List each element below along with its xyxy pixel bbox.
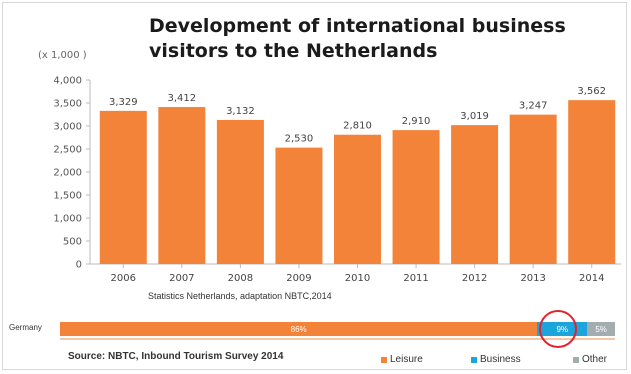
x-tick-label: 2012 <box>462 273 487 284</box>
y-tick-label: 1,500 <box>53 191 82 202</box>
bar-value-label: 3,132 <box>226 106 255 117</box>
bar-value-label: 3,019 <box>460 111 489 122</box>
y-tick-label: 0 <box>76 260 82 271</box>
x-tick-label: 2014 <box>579 273 604 284</box>
x-tick-label: 2009 <box>286 273 311 284</box>
source-citation: Source: NBTC, Inbound Tourism Survey 201… <box>68 351 284 362</box>
legend-label-other: Other <box>582 354 608 365</box>
legend-label-leisure: Leisure <box>390 354 423 365</box>
stacked-bar: 86% 9% 5% <box>60 322 615 336</box>
y-tick-label: 500 <box>63 237 82 248</box>
highlight-circle <box>539 310 577 348</box>
bar <box>568 100 616 264</box>
legend-item-leisure: Leisure <box>381 354 423 365</box>
x-tick-label: 2006 <box>111 273 136 284</box>
bar <box>99 110 147 264</box>
divider-line <box>60 338 615 340</box>
legend-swatch-other <box>573 356 579 363</box>
bar <box>275 147 323 264</box>
chart-source-note: Statistics Netherlands, adaptation NBTC,… <box>148 291 332 301</box>
bar-value-label: 2,810 <box>343 121 372 132</box>
bar-value-label: 3,329 <box>109 97 138 108</box>
bar-value-label: 2,910 <box>402 116 431 127</box>
legend-item-business: Business <box>471 354 521 365</box>
x-tick-label: 2008 <box>228 273 253 284</box>
bar <box>334 134 381 264</box>
stacked-segment-other: 5% <box>587 322 615 336</box>
bar <box>451 125 499 264</box>
legend-swatch-leisure <box>381 356 387 363</box>
chart-frame <box>2 2 627 370</box>
y-tick-label: 3,000 <box>53 122 82 133</box>
y-tick-label: 3,500 <box>53 99 82 110</box>
y-tick-label: 2,000 <box>53 168 82 179</box>
bar <box>392 130 440 264</box>
bar-value-label: 3,247 <box>519 101 548 112</box>
bar-chart: 0 500 1,000 1,500 2,000 2,500 3,000 3,500 4,000 3… <box>53 76 621 284</box>
chart-title: Development of international business vi… <box>149 15 566 62</box>
x-tick-label: 2011 <box>403 273 428 284</box>
y-axis-unit-label: (x 1,000 ) <box>38 50 87 61</box>
stacked-segment-leisure: 86% <box>60 322 538 336</box>
stacked-segment-label: 5% <box>595 324 607 334</box>
x-tick-label: 2010 <box>345 273 370 284</box>
stacked-segment-label: 86% <box>290 324 307 334</box>
bar-value-label: 3,562 <box>577 86 606 97</box>
legend-label-business: Business <box>480 354 521 365</box>
legend-swatch-business <box>471 356 477 363</box>
y-tick-label: 2,500 <box>53 145 82 156</box>
y-tick-label: 1,000 <box>53 214 82 225</box>
bar-value-label: 3,412 <box>168 93 197 104</box>
x-tick-label: 2007 <box>169 273 194 284</box>
bar <box>509 114 557 264</box>
x-tick-label: 2013 <box>520 273 545 284</box>
y-tick-label: 4,000 <box>53 76 82 87</box>
bar-value-label: 2,530 <box>285 134 314 145</box>
bar <box>158 107 206 264</box>
bar <box>216 119 264 264</box>
legend-item-other: Other <box>573 354 607 365</box>
stacked-bar-category: Germany <box>9 323 42 332</box>
